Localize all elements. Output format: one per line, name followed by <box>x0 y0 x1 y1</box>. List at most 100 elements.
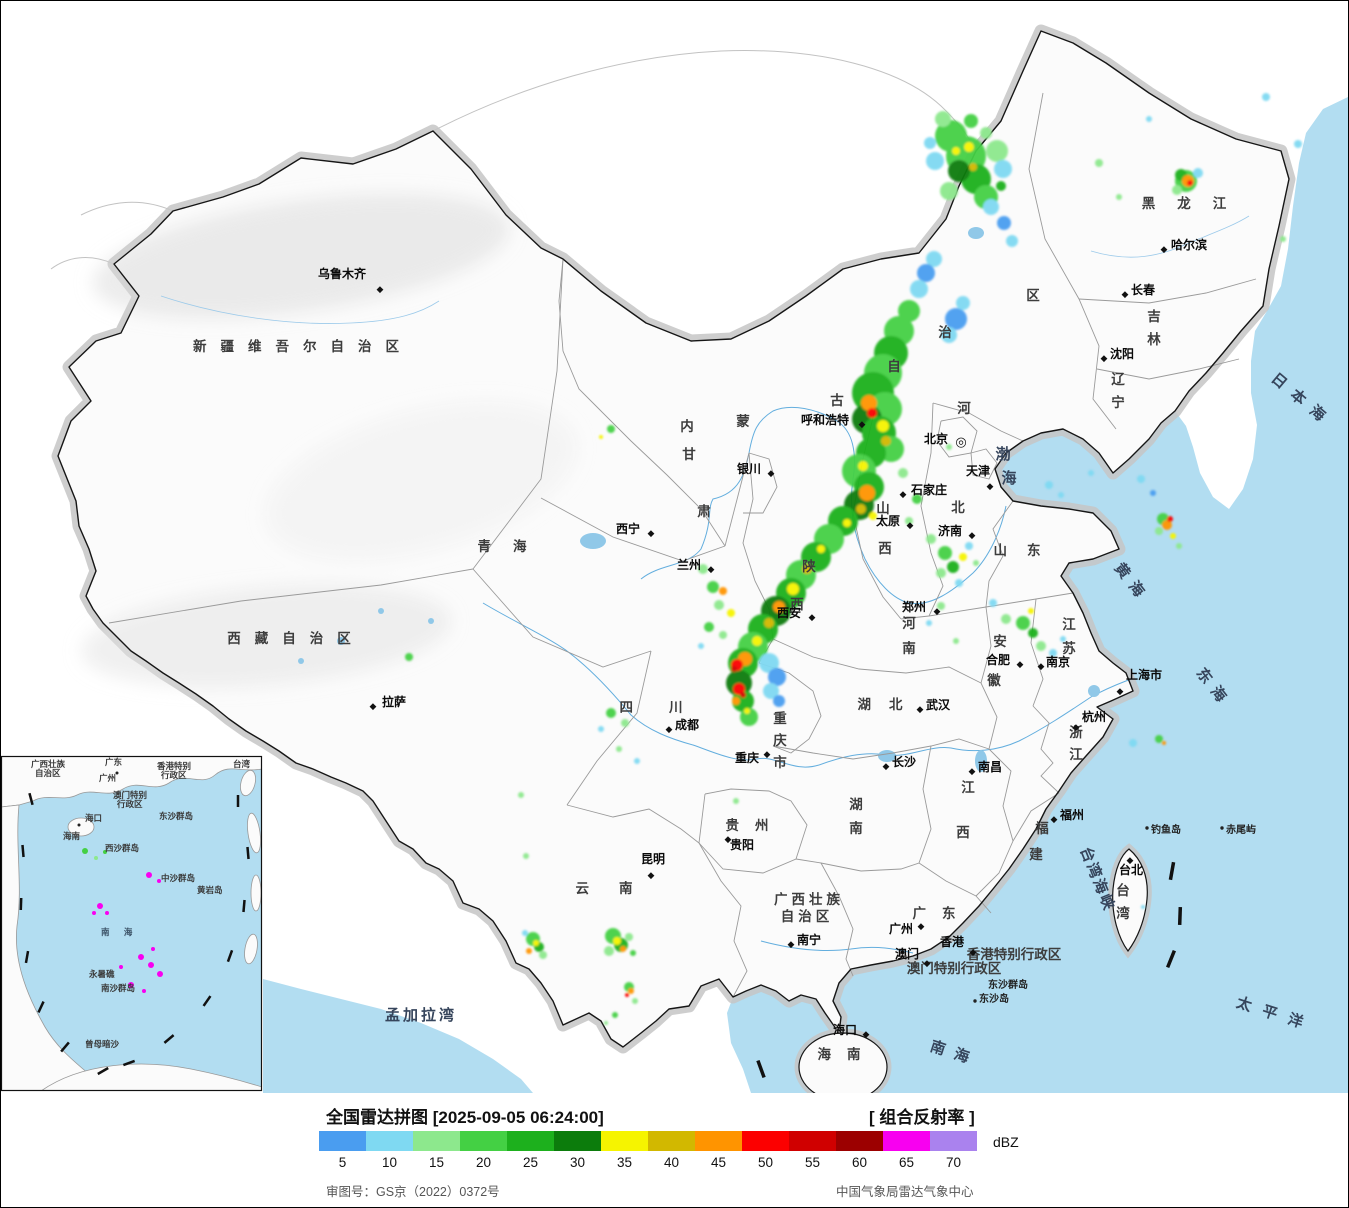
city-label: 郑州 <box>902 599 926 614</box>
province-label: 西 <box>878 541 892 556</box>
inset-dot <box>77 823 81 827</box>
city-label: 南京 <box>1046 654 1070 669</box>
legend-value: 70 <box>945 1155 962 1170</box>
radar-echo <box>714 600 724 610</box>
province-label: 建 <box>1028 846 1043 862</box>
province-label: 北 <box>951 500 965 515</box>
radar-echo <box>956 296 970 310</box>
radar-echo <box>598 726 604 732</box>
city-label: 济南 <box>938 523 962 538</box>
radar-echo <box>802 564 812 574</box>
south-china-sea-inset: 广西壮族自治区广东广州香港特别行政区台湾澳门特别行政区东沙群岛海口海南西沙群岛中… <box>1 755 263 1092</box>
radar-echo <box>142 989 146 993</box>
province-label: 台 <box>1116 882 1130 898</box>
terrain-shading <box>81 194 577 687</box>
river-yangtze <box>482 602 1132 768</box>
radar-echo <box>625 933 633 941</box>
radar-echo <box>740 692 746 698</box>
city-label: 兰州 <box>677 557 701 572</box>
province-label: 广东 <box>913 905 972 921</box>
island-label: 东沙岛 <box>979 992 1009 1005</box>
province-label: 江 <box>961 779 975 795</box>
radar-echo <box>910 280 928 298</box>
province-label: 区 <box>1026 288 1040 303</box>
legend-swatch <box>883 1131 930 1151</box>
hainan-island <box>794 1028 892 1093</box>
province-label: 市 <box>773 754 787 770</box>
province-label: 古 <box>830 392 844 408</box>
island-dot <box>973 999 977 1003</box>
city-marker-icon: ◆ <box>863 1029 870 1039</box>
radar-echo <box>869 512 877 520</box>
radar-echo <box>905 517 913 525</box>
radar-echo <box>731 666 737 672</box>
radar-echo <box>719 587 727 595</box>
city-label: 杭州 <box>1082 709 1106 724</box>
legend-value: 20 <box>475 1155 492 1170</box>
province-label: 陕 <box>802 558 816 574</box>
province-label: 南 <box>902 640 916 656</box>
radar-echo <box>1095 159 1103 167</box>
legend-swatch <box>742 1131 789 1151</box>
province-label: 江 <box>1062 616 1076 632</box>
radar-echo <box>604 1021 608 1025</box>
boundary-dash <box>163 1034 175 1044</box>
radar-echo <box>859 485 875 501</box>
legend-unit: dBZ <box>993 1134 1019 1150</box>
city-marker-icon: ◆ <box>1101 353 1108 363</box>
city-marker-icon: ◆ <box>1161 244 1168 254</box>
radar-echo <box>877 420 889 432</box>
radar-echo <box>628 988 634 994</box>
inset-label: 海南 <box>63 831 81 841</box>
city-marker-icon: ◆ <box>907 520 914 530</box>
radar-echo <box>1176 543 1182 549</box>
province-label: 苏 <box>1062 640 1076 656</box>
legend-value: 15 <box>428 1155 445 1170</box>
river-pearl <box>760 940 914 954</box>
city-marker-icon: ◆ <box>859 419 866 429</box>
radar-echo <box>764 618 774 628</box>
city-label: 武汉 <box>926 697 951 712</box>
radar-echo <box>522 930 528 936</box>
city-label: 长沙 <box>892 754 916 769</box>
radar-echo <box>1262 93 1270 101</box>
province-label: 河 <box>957 400 971 416</box>
legend-value: 60 <box>851 1155 868 1170</box>
city-label: 长春 <box>1131 282 1156 297</box>
radar-echo <box>952 147 960 155</box>
city-label: 海口 <box>833 1022 857 1037</box>
radar-echo <box>616 746 622 752</box>
province-label: 广西壮族 <box>774 891 844 907</box>
boundary-dash <box>1168 861 1176 881</box>
inset-label: 广西壮族 <box>31 759 66 769</box>
radar-echo <box>1170 533 1176 539</box>
inset-label: 海口 <box>85 813 102 823</box>
radar-echo <box>1116 194 1122 200</box>
radar-echo <box>1146 116 1152 122</box>
city-label: 太原 <box>876 513 900 528</box>
city-marker-icon: ◆ <box>648 528 655 538</box>
radar-echo <box>604 946 614 956</box>
province-boundaries <box>108 92 1257 998</box>
city-marker-icon: ◆ <box>377 284 384 294</box>
boundary-dash <box>202 995 212 1007</box>
radar-echo <box>157 971 163 977</box>
map-review-number: 审图号：GS京（2022）0372号 <box>326 1185 500 1199</box>
radar-echo <box>989 599 997 607</box>
radar-echo <box>937 602 945 610</box>
legend-value: 40 <box>663 1155 680 1170</box>
city-marker-icon: ◆ <box>788 939 795 949</box>
province-label: 青海 <box>478 538 549 554</box>
inset-label: 广东 <box>105 757 123 767</box>
radar-echo <box>856 504 866 514</box>
radar-echo <box>632 998 638 1004</box>
legend-swatch <box>413 1131 460 1151</box>
province-label: 西 <box>956 825 970 840</box>
radar-echo <box>1155 527 1163 535</box>
bay-of-bengal <box>263 979 533 1093</box>
radar-echo <box>1150 490 1156 496</box>
province-label: 湖北 <box>858 697 921 712</box>
radar-echo <box>1006 235 1018 247</box>
radar-echo <box>817 545 825 553</box>
radar-echo <box>634 758 640 764</box>
